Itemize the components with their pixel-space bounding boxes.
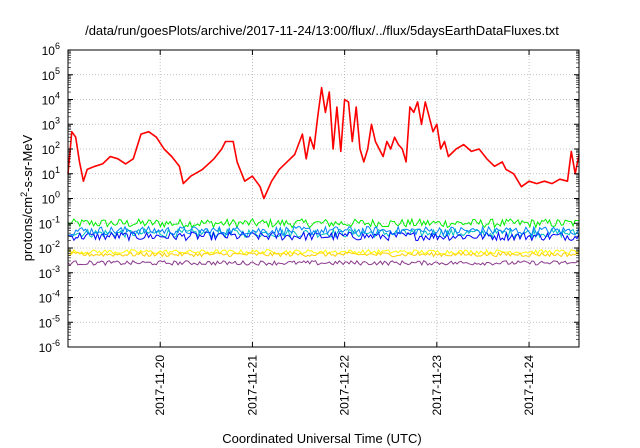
y-axis: 10-610-510-410-310-210-11001011021031041… bbox=[39, 41, 579, 355]
x-tick-label: 2017-11-23 bbox=[430, 355, 444, 416]
y-tick-base: 10 bbox=[39, 316, 53, 330]
y-tick-label: 10-1 bbox=[39, 214, 60, 231]
grid-lines bbox=[68, 50, 579, 347]
x-tick-label: 2017-11-22 bbox=[338, 355, 352, 416]
series-layer bbox=[67, 86, 580, 267]
x-axis-label: Coordinated Universal Time (UTC) bbox=[222, 431, 421, 446]
y-tick-base: 10 bbox=[39, 217, 53, 231]
x-tick-label: 2017-11-20 bbox=[153, 355, 167, 416]
y-tick-base: 10 bbox=[39, 242, 53, 256]
y-tick-base: 10 bbox=[39, 267, 53, 281]
y-tick-exponent: -3 bbox=[52, 264, 60, 274]
y-tick-exponent: 6 bbox=[55, 41, 60, 51]
y-tick-base: 10 bbox=[42, 193, 56, 207]
y-tick-exponent: 4 bbox=[55, 91, 60, 101]
y-tick-label: 10-6 bbox=[39, 338, 60, 355]
x-tick-label: 2017-11-21 bbox=[245, 355, 259, 416]
y-tick-label: 104 bbox=[42, 91, 60, 108]
y-tick-exponent: -4 bbox=[52, 289, 60, 299]
y-tick-exponent: 3 bbox=[55, 115, 60, 125]
y-tick-base: 10 bbox=[42, 94, 56, 108]
flux-series-0 bbox=[67, 86, 580, 200]
y-axis-label-units: -s-sr-MeV bbox=[20, 134, 35, 191]
y-tick-exponent: -1 bbox=[52, 214, 60, 224]
flux-series-7 bbox=[67, 259, 580, 267]
y-tick-label: 10-4 bbox=[39, 289, 60, 306]
x-tick-label: 2017-11-24 bbox=[522, 355, 536, 416]
y-tick-label: 10-5 bbox=[39, 313, 60, 330]
y-tick-base: 10 bbox=[42, 143, 56, 157]
y-tick-label: 105 bbox=[42, 66, 60, 83]
y-tick-label: 106 bbox=[42, 41, 60, 58]
y-tick-base: 10 bbox=[42, 69, 56, 83]
y-tick-label: 100 bbox=[42, 190, 60, 207]
y-tick-label: 102 bbox=[42, 140, 60, 157]
y-axis-label-superscript: 2 bbox=[19, 192, 29, 197]
y-tick-exponent: -5 bbox=[52, 313, 60, 323]
y-tick-exponent: 1 bbox=[55, 165, 60, 175]
y-tick-exponent: 0 bbox=[55, 190, 60, 200]
flux-series-3 bbox=[67, 230, 580, 243]
y-tick-base: 10 bbox=[42, 44, 56, 58]
y-tick-base: 10 bbox=[42, 168, 56, 182]
y-tick-base: 10 bbox=[39, 341, 53, 355]
y-tick-label: 103 bbox=[42, 115, 60, 132]
y-tick-label: 101 bbox=[42, 165, 60, 182]
y-tick-base: 10 bbox=[39, 292, 53, 306]
y-tick-base: 10 bbox=[42, 118, 56, 132]
y-tick-exponent: -6 bbox=[52, 338, 60, 348]
y-tick-exponent: 5 bbox=[55, 66, 60, 76]
flux-series-4 bbox=[67, 224, 580, 237]
y-tick-label: 10-2 bbox=[39, 239, 60, 256]
y-tick-label: 10-3 bbox=[39, 264, 60, 281]
x-axis: 2017-11-20 2017-11-21 2017-11-22 2017-11-23… bbox=[153, 50, 536, 416]
y-axis-label: protons/cm2-s-sr-MeV bbox=[19, 134, 35, 261]
flux-series-1 bbox=[67, 217, 580, 229]
chart-title: /data/run/goesPlots/archive/2017-11-24/1… bbox=[85, 23, 559, 38]
flux-series-6 bbox=[67, 251, 580, 258]
y-axis-label-text: protons/cm bbox=[20, 197, 35, 261]
y-tick-exponent: -2 bbox=[52, 239, 60, 249]
y-tick-exponent: 2 bbox=[55, 140, 60, 150]
